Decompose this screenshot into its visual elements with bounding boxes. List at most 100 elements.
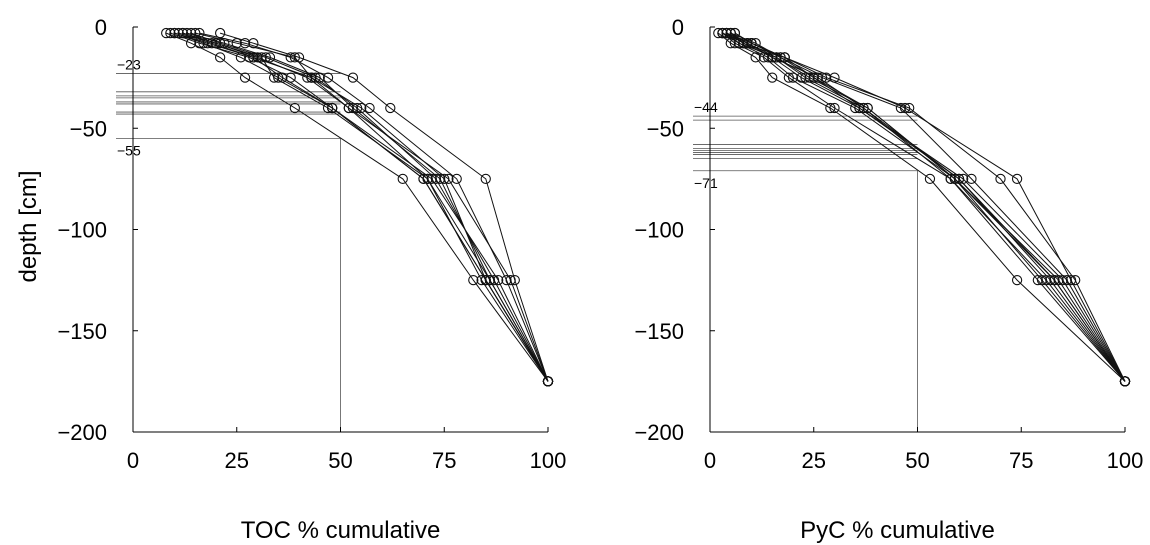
pyc-y-tick-label: 0 (672, 15, 684, 40)
toc-series-line (182, 32, 549, 382)
toc-data-point (248, 52, 259, 63)
pyc-data-point (1041, 274, 1052, 286)
toc-series-line (166, 32, 549, 382)
toc-data-point (306, 72, 317, 83)
pyc-data-point (829, 72, 840, 83)
pyc-data-point (995, 173, 1006, 185)
pyc-data-point (1011, 173, 1023, 185)
pyc-x-tick-label: 25 (802, 448, 826, 473)
pyc-data-point (742, 38, 753, 49)
toc-data-point (451, 173, 462, 185)
toc-data-point (239, 72, 251, 83)
toc-series-line (178, 32, 549, 382)
pyc-data-point (1011, 274, 1023, 286)
toc-series-line (170, 32, 549, 382)
pyc-data-point (966, 173, 977, 185)
pyc-y-tick-label: −100 (634, 218, 684, 243)
pyc-data-point (725, 27, 736, 39)
pyc-y-tick-label: −200 (634, 420, 684, 445)
toc-data-point (268, 72, 280, 83)
toc-data-point (314, 72, 325, 83)
toc-data-point (434, 173, 446, 185)
pyc-x-tick-label: 75 (1009, 448, 1033, 473)
pyc-data-point (958, 173, 969, 185)
toc-series-line (174, 32, 549, 382)
pyc-x-tick-label: 100 (1107, 448, 1144, 473)
toc-y-tick-label: −100 (57, 218, 107, 243)
pyc-series-line (722, 32, 1126, 382)
toc-data-point (343, 102, 354, 114)
pyc-data-point (1065, 274, 1077, 286)
toc-data-point (264, 52, 276, 63)
toc-series-group (161, 27, 554, 387)
toc-series-line (186, 32, 549, 382)
toc-x-tick-label: 75 (432, 448, 456, 473)
pyc-data-point (829, 102, 840, 114)
toc-data-point (322, 72, 334, 83)
pyc-panel: 0 25 50 75 100 0 −50 −100 −150 −200 −44 −71 PyC %… (634, 15, 1143, 544)
toc-data-point (493, 274, 504, 286)
pyc-tick-labels: 0 25 50 75 100 0 −50 −100 −150 −200 (634, 15, 1143, 473)
toc-annotation-top: −23 (117, 57, 141, 73)
toc-axes (132, 26, 549, 433)
pyc-x-tick-label: 0 (704, 448, 716, 473)
toc-y-tick-label: −150 (57, 319, 107, 344)
pyc-data-point (717, 27, 728, 39)
pyc-series-line (726, 32, 1126, 382)
pyc-series-line (734, 32, 1126, 382)
pyc-data-point (858, 102, 869, 114)
toc-series-line (199, 32, 549, 382)
toc-data-point (422, 173, 433, 185)
pyc-data-point (729, 27, 741, 39)
pyc-annotation-top: −44 (694, 99, 718, 115)
toc-data-point (248, 38, 259, 49)
pyc-data-point (767, 52, 778, 63)
toc-series-line (174, 32, 549, 382)
toc-data-point (190, 27, 201, 39)
pyc-data-point (1119, 376, 1131, 387)
toc-data-point (385, 102, 396, 114)
toc-x-axis-title: TOC % cumulative (241, 517, 441, 544)
toc-data-point (443, 173, 454, 185)
toc-x-tick-label: 100 (530, 448, 567, 473)
pyc-data-point (899, 102, 911, 114)
toc-data-point (505, 274, 516, 286)
toc-data-point (289, 52, 300, 63)
pyc-data-point (787, 72, 799, 83)
toc-data-point (542, 376, 554, 387)
toc-y-tick-label: −50 (70, 116, 107, 141)
toc-data-point (177, 27, 188, 39)
toc-series-line (195, 32, 549, 382)
toc-data-point (231, 38, 242, 49)
pyc-data-point (1049, 274, 1060, 286)
toc-y-tick-label: 0 (95, 15, 107, 40)
toc-data-point (256, 52, 267, 63)
toc-annotation-bottom: −55 (117, 142, 141, 158)
toc-data-point (210, 38, 222, 49)
pyc-x-tick-label: 50 (905, 448, 929, 473)
toc-x-tick-label: 0 (127, 448, 139, 473)
pyc-data-point (945, 173, 956, 185)
pyc-series-line (734, 32, 1126, 382)
pyc-x-axis-title: PyC % cumulative (800, 517, 995, 544)
pyc-data-point (812, 72, 824, 83)
toc-data-point (202, 38, 213, 49)
pyc-axes (709, 26, 1126, 433)
toc-panel: 0 25 50 75 100 0 −50 −100 −150 −200 −23 −55 TOC %… (15, 15, 566, 544)
toc-series-line (219, 32, 549, 382)
toc-data-point (356, 102, 367, 114)
toc-data-point (214, 52, 226, 63)
toc-data-point (480, 173, 491, 185)
pyc-data-point (767, 72, 778, 83)
pyc-data-point (821, 72, 832, 83)
pyc-series-line (722, 32, 1126, 382)
toc-series-line (190, 32, 549, 382)
pyc-series-line (722, 32, 1126, 382)
toc-half-depth-lines (116, 73, 341, 432)
toc-data-point (322, 102, 334, 114)
pyc-data-point (804, 72, 815, 83)
toc-x-tick-label: 25 (225, 448, 249, 473)
toc-y-tick-label: −200 (57, 420, 107, 445)
pyc-data-point (924, 173, 936, 185)
